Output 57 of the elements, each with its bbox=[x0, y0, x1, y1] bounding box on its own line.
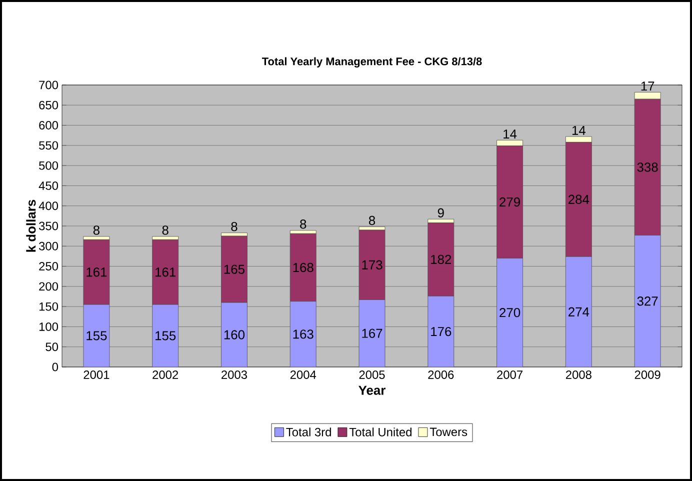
y-tick-label: 700 bbox=[39, 80, 58, 90]
data-label: 168 bbox=[293, 262, 314, 272]
legend-label: Towers bbox=[430, 428, 468, 436]
x-tick-label: 2007 bbox=[497, 370, 522, 379]
y-tick-label: 650 bbox=[39, 100, 58, 110]
data-label: 8 bbox=[93, 226, 100, 235]
y-tick-label: 250 bbox=[39, 262, 58, 270]
data-label: 270 bbox=[500, 308, 520, 318]
legend-label: Total 3rd bbox=[286, 428, 331, 436]
x-tick-label: 2004 bbox=[290, 370, 316, 379]
data-label: 8 bbox=[162, 226, 168, 235]
y-tick-label: 200 bbox=[39, 282, 58, 291]
data-label: 165 bbox=[224, 264, 244, 274]
data-label: 14 bbox=[572, 126, 586, 135]
y-axis-title: k dollars bbox=[26, 200, 36, 252]
data-label: 161 bbox=[156, 268, 176, 277]
data-label: 8 bbox=[300, 220, 306, 229]
x-tick-label: 2005 bbox=[359, 370, 385, 379]
data-label: 274 bbox=[568, 307, 590, 316]
y-tick-label: 300 bbox=[38, 242, 58, 250]
x-tick-label: 2002 bbox=[152, 370, 178, 379]
x-axis-title: Year bbox=[358, 386, 386, 395]
y-tick-label: 550 bbox=[39, 141, 58, 150]
data-label: 327 bbox=[637, 296, 658, 306]
x-tick-label: 2009 bbox=[634, 370, 660, 379]
data-label: 167 bbox=[362, 328, 382, 338]
legend-label: Total United bbox=[349, 428, 412, 436]
data-label: 338 bbox=[637, 162, 658, 172]
x-tick-label: 2008 bbox=[566, 370, 592, 379]
y-tick-label: 100 bbox=[39, 322, 58, 331]
data-label: 284 bbox=[568, 194, 590, 204]
data-label: 8 bbox=[231, 222, 238, 232]
data-label: 163 bbox=[293, 330, 314, 339]
data-label: 17 bbox=[641, 82, 654, 91]
y-tick-label: 500 bbox=[39, 161, 58, 170]
y-tick-label: 150 bbox=[39, 302, 58, 311]
data-label: 155 bbox=[86, 331, 107, 340]
data-label: 8 bbox=[368, 216, 376, 226]
data-label: 9 bbox=[438, 208, 444, 218]
data-label: 14 bbox=[504, 130, 517, 138]
data-label: 160 bbox=[224, 330, 245, 340]
data-label: 155 bbox=[156, 331, 176, 340]
data-label: 173 bbox=[362, 260, 382, 270]
data-label: 182 bbox=[431, 254, 452, 264]
y-tick-label: 600 bbox=[39, 121, 58, 130]
y-tick-label: 50 bbox=[46, 342, 58, 352]
x-tick-label: 2003 bbox=[222, 370, 247, 379]
y-tick-label: 350 bbox=[38, 222, 58, 230]
data-label: 279 bbox=[500, 197, 520, 207]
y-tick-label: 0 bbox=[52, 362, 58, 372]
x-tick-label: 2006 bbox=[428, 370, 454, 379]
y-tick-label: 450 bbox=[38, 181, 58, 190]
x-tick-label: 2001 bbox=[84, 370, 110, 379]
data-label: 161 bbox=[86, 268, 107, 277]
data-label: 176 bbox=[431, 326, 452, 336]
chart-title: Total Yearly Management Fee - CKG 8/13/8 bbox=[262, 57, 482, 68]
y-tick-label: 400 bbox=[38, 202, 58, 210]
